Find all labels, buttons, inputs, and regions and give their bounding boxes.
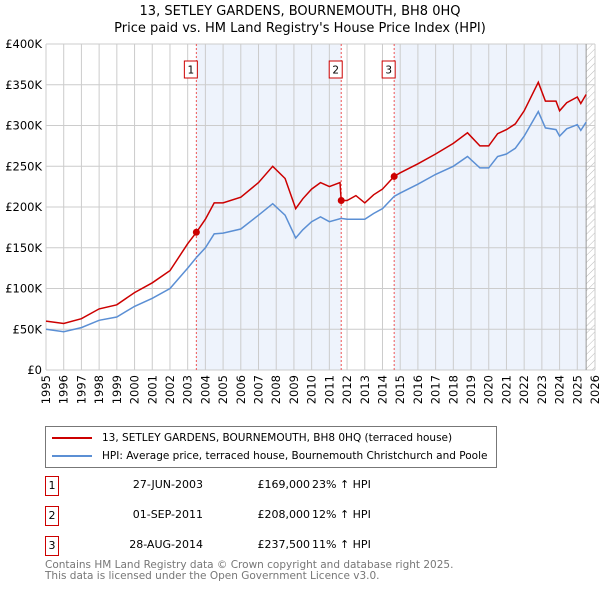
series-line [45,80,587,325]
subtitle-line: Price paid vs. HM Land Registry's House … [114,21,486,36]
sale-hpi: 23% ↑ HPI [312,478,371,491]
x-tick-label: 2012 [340,375,354,404]
sale-badge: 2 [45,506,59,526]
y-tick-label: £200K [5,200,42,214]
x-tick-label: 2006 [234,375,248,404]
x-tick-label: 2025 [570,375,584,404]
price-chart: 1995 1996 1997 1998 1999 2000 2001 2002 2003 2004… [5,37,600,404]
sale-label-box [381,60,396,79]
sale-price: £208,000 [257,508,311,521]
footer: Contains HM Land Registry data © Crown c… [45,560,453,582]
x-tick-label: 2004 [198,375,212,404]
series-line [45,109,587,333]
x-tick-label: 2009 [287,375,301,404]
x-tick-label: 2014 [375,375,389,404]
x-tick-label: 2021 [499,375,513,404]
y-tick-label: £50K [13,322,43,336]
y-tick-label: £400K [5,37,42,51]
y-tick-label: £0 [27,363,42,377]
sale-badge: 3 [45,536,59,556]
x-tick-label: 1998 [92,375,106,404]
x-tick-label: 2024 [553,375,567,404]
x-tick-label: 2026 [588,375,600,404]
x-tick-label: 2018 [446,375,460,404]
x-tick-label: 2000 [128,375,142,404]
x-tick-label: 2013 [358,375,372,404]
x-tick-label: 2005 [216,375,230,404]
sale-point [390,172,398,180]
sale-label: 3 [385,65,392,77]
legend-item-property: 13, SETLEY GARDENS, BOURNEMOUTH, BH8 0HQ… [52,430,452,446]
x-tick-label: 2019 [464,375,478,404]
sale-point [192,228,200,236]
y-tick-label: £350K [5,78,42,92]
x-tick-label: 2023 [535,375,549,404]
y-tick-label: £150K [5,241,42,255]
y-tick-label: £100K [5,282,42,296]
footer-line: Contains HM Land Registry data © Crown c… [45,559,454,571]
x-tick-label: 2001 [145,375,159,404]
legend-label: 13, SETLEY GARDENS, BOURNEMOUTH, BH8 0HQ… [102,432,453,444]
x-tick-label: 1996 [57,375,71,404]
title-line: 13, SETLEY GARDENS, BOURNEMOUTH, BH8 0HQ [139,4,461,19]
y-tick-label: £300K [5,119,42,133]
sale-label-box [183,60,198,79]
x-tick-label: 1995 [39,375,53,404]
sale-point [337,196,345,204]
legend-swatch [52,455,92,457]
sale-date: 28-AUG-2014 [129,538,203,551]
x-tick-label: 1997 [74,375,88,404]
x-tick-label: 2015 [393,375,407,404]
x-tick-label: 2010 [305,375,319,404]
legend-item-hpi: HPI: Average price, terraced house, Bour… [52,448,487,464]
x-tick-label: 1999 [110,375,124,404]
legend-swatch [52,437,92,439]
x-tick-label: 2017 [429,375,443,404]
x-tick-label: 2016 [411,375,425,404]
y-tick-label: £250K [5,159,42,173]
sale-hpi: 11% ↑ HPI [312,538,371,551]
sale-date: 27-JUN-2003 [132,478,203,491]
chart-title: 13, SETLEY GARDENS, BOURNEMOUTH, BH8 0HQ… [0,3,600,37]
x-tick-label: 2003 [181,375,195,404]
footer-line: This data is licensed under the Open Gov… [45,570,380,582]
x-tick-label: 2020 [482,375,496,404]
x-tick-label: 2007 [252,375,266,404]
sale-label: 1 [188,65,195,77]
x-tick-label: 2002 [163,375,177,404]
sale-label: 2 [332,65,339,77]
sale-label-box [328,60,343,79]
legend: 13, SETLEY GARDENS, BOURNEMOUTH, BH8 0HQ… [45,426,497,468]
sale-price: £237,500 [257,538,311,551]
x-tick-label: 2011 [322,375,336,404]
x-tick-label: 2022 [517,375,531,404]
x-tick-label: 2008 [269,375,283,404]
sale-hpi: 12% ↑ HPI [312,508,371,521]
sale-badge: 1 [45,476,59,496]
legend-label: HPI: Average price, terraced house, Bour… [102,450,488,462]
sale-date: 01-SEP-2011 [132,508,203,521]
sale-price: £169,000 [257,478,311,491]
